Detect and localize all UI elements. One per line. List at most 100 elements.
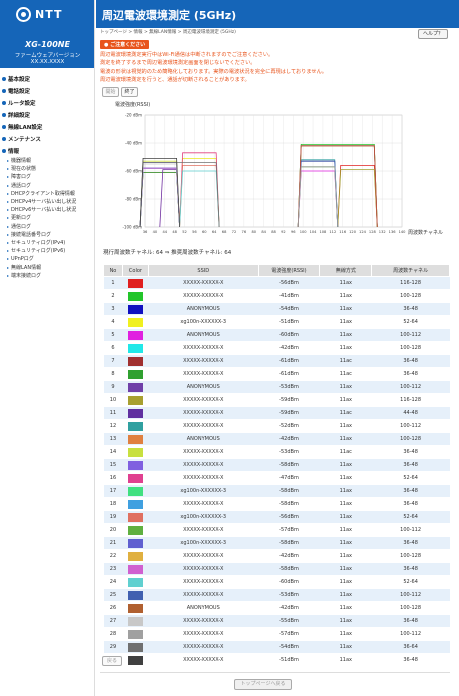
notice-box: ● ご注意ください 周辺電波環境測定実行中はWi-Fi通信は中断されますのでご注…: [100, 40, 450, 83]
row-mode: 11ac: [319, 354, 372, 368]
row-color: [122, 302, 149, 316]
network-table: No Color SSID 電波強度(RSSI) 無線方式 周波数チャネル 1 X…: [103, 264, 450, 667]
table-row: 3 ANONYMOUS -54dBm 11ax 36-48: [103, 302, 450, 316]
row-color: [122, 536, 149, 550]
breadcrumb[interactable]: トップページ > 情報 > 無線LAN情報 > 周辺電波環境測定 (5GHz): [100, 30, 236, 35]
row-rssi: -52dBm: [258, 419, 320, 433]
y-tick-label: -60 dBm: [125, 169, 142, 174]
row-rssi: -51dBm: [258, 653, 320, 667]
submenu-item[interactable]: ▸ 端末接続ログ: [7, 272, 41, 279]
help-button[interactable]: ヘルプ？: [418, 29, 448, 39]
submenu-item-label: UPnPログ: [11, 256, 34, 263]
row-rssi: -42dBm: [258, 432, 320, 446]
sidebar-item[interactable]: 電話設定: [2, 87, 30, 95]
submenu-item[interactable]: ▸ DHCPv4サーバ払い出し状況: [7, 198, 76, 205]
color-swatch: [127, 473, 143, 483]
color-swatch: [127, 499, 143, 509]
row-color: [122, 549, 149, 563]
row-ssid: XXXXX-XXXXX-X: [148, 393, 259, 407]
row-no: 9: [103, 380, 123, 394]
table-row: 23 XXXXX-XXXXX-X -58dBm 11ax 36-48: [103, 562, 450, 576]
row-color: [122, 419, 149, 433]
table-row: 4 xg100n-XXXXXX-3 -51dBm 11ax 52-64: [103, 315, 450, 329]
sidebar-item-label: 無線LAN設定: [8, 125, 43, 131]
row-color: [122, 510, 149, 524]
color-swatch: [127, 434, 143, 444]
table-row: 19 xg100n-XXXXXX-3 -56dBm 11ax 52-64: [103, 510, 450, 524]
row-no: 26: [103, 601, 123, 615]
submenu-item[interactable]: ▸ DHCPクライアント取得情報: [7, 190, 75, 197]
row-channel: 100-128: [371, 549, 450, 563]
color-swatch: [127, 577, 143, 587]
table-row: 7 XXXXX-XXXXX-X -61dBm 11ac 36-48: [103, 354, 450, 368]
submenu-item[interactable]: ▸ セキュリティログ(IPv4): [7, 239, 65, 246]
color-swatch: [127, 616, 143, 626]
row-color: [122, 328, 149, 342]
submenu-item[interactable]: ▸ 通信ログ: [7, 223, 31, 230]
color-swatch: [127, 629, 143, 639]
warning-icon: ●: [104, 42, 109, 48]
submenu-item[interactable]: ▸ UPnPログ: [7, 255, 34, 262]
row-channel: 100-128: [371, 601, 450, 615]
x-tick-label: 36: [143, 230, 148, 234]
chart-y-label: 電波強度(RSSI): [115, 102, 151, 108]
sidebar-item[interactable]: 詳細設定: [2, 111, 30, 119]
submenu-item[interactable]: ▸ 障害ログ: [7, 173, 31, 180]
col-channel: 周波数チャネル: [371, 264, 450, 277]
sidebar-item[interactable]: メンテナンス: [2, 135, 41, 143]
submenu-item[interactable]: ▸ 接続電話番号ログ: [7, 231, 51, 238]
submenu-item[interactable]: ▸ 機器情報: [7, 157, 31, 164]
row-no: 20: [103, 523, 123, 537]
row-color: [122, 640, 149, 654]
row-mode: 11ax: [319, 458, 372, 472]
row-color: [122, 471, 149, 485]
row-rssi: -57dBm: [258, 523, 320, 537]
row-channel: 36-48: [371, 445, 450, 459]
color-swatch: [127, 304, 143, 314]
row-mode: 11ac: [319, 406, 372, 420]
row-no: 27: [103, 614, 123, 628]
row-color: [122, 289, 149, 303]
color-swatch: [127, 408, 143, 418]
row-ssid: XXXXX-XXXXX-X: [148, 406, 259, 420]
row-channel: 100-128: [371, 341, 450, 355]
row-channel: 52-64: [371, 575, 450, 589]
sidebar: NTT XG-100NE ファームウェアバージョン XX.XX.XXXX 基本設…: [0, 0, 95, 696]
submenu-item-label: 端末接続ログ: [11, 272, 42, 279]
table-row: 13 ANONYMOUS -42dBm 11ax 100-128: [103, 432, 450, 446]
start-button[interactable]: 開始: [102, 87, 119, 97]
model-name: XG-100NE: [25, 40, 70, 49]
submenu-item[interactable]: ▸ 更新ログ: [7, 214, 31, 221]
sidebar-item[interactable]: 無線LAN設定: [2, 123, 42, 131]
row-no: 4: [103, 315, 123, 329]
row-mode: 11ax: [319, 302, 372, 316]
submenu-item[interactable]: ▸ DHCPv6サーバ払い出し状況: [7, 206, 76, 213]
x-tick-label: 60: [202, 230, 207, 234]
submenu-item[interactable]: ▸ セキュリティログ(IPv6): [7, 247, 65, 254]
top-page-button[interactable]: トップページへ戻る: [234, 679, 292, 690]
sidebar-item[interactable]: 基本設定: [2, 75, 30, 83]
back-button[interactable]: 戻る: [102, 656, 122, 666]
y-tick-label: -40 dBm: [125, 141, 142, 146]
bullet-icon: [2, 89, 6, 93]
row-no: 18: [103, 497, 123, 511]
row-channel: 52-64: [371, 315, 450, 329]
arrow-icon: ▸: [7, 248, 10, 254]
submenu-item[interactable]: ▸ 無線LAN情報: [7, 264, 41, 271]
row-mode: 11ax: [319, 614, 372, 628]
submenu-item[interactable]: ▸ 現在の状態: [7, 165, 36, 172]
sidebar-item[interactable]: ルータ設定: [2, 99, 36, 107]
table-row: 16 XXXXX-XXXXX-X -47dBm 11ax 52-64: [103, 471, 450, 485]
bullet-icon: [2, 125, 6, 129]
row-ssid: ANONYMOUS: [148, 432, 259, 446]
table-row: 1 XXXXX-XXXXX-X -56dBm 11ax 116-128: [103, 276, 450, 290]
color-swatch: [127, 421, 143, 431]
row-channel: 52-64: [371, 471, 450, 485]
x-tick-label: 68: [222, 230, 227, 234]
row-no: 7: [103, 354, 123, 368]
end-button[interactable]: 終了: [121, 87, 138, 97]
table-row: 26 ANONYMOUS -42dBm 11ax 100-128: [103, 601, 450, 615]
sidebar-item[interactable]: 情報: [2, 147, 19, 155]
submenu-item[interactable]: ▸ 通話ログ: [7, 182, 31, 189]
